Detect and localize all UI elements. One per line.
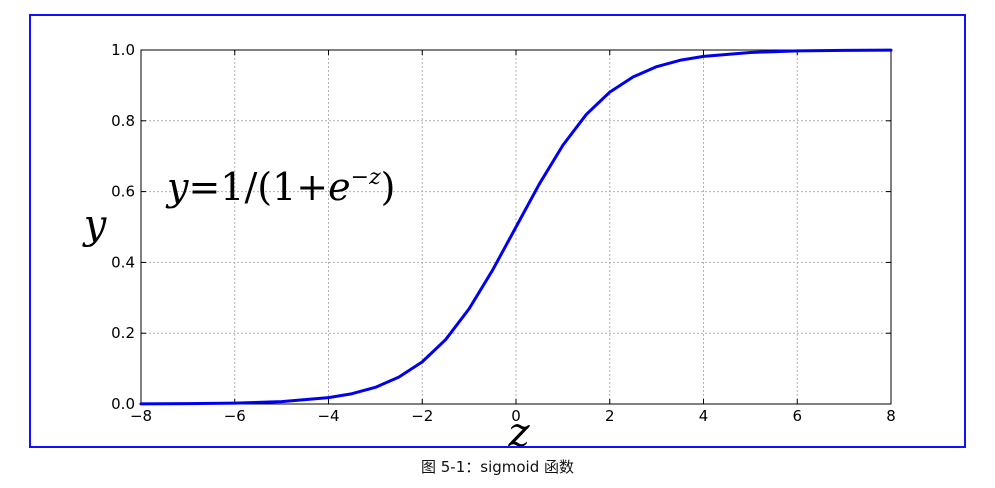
- series-layer: [139, 48, 893, 406]
- formula-close-paren: ): [381, 165, 396, 209]
- y-tick-label: 0.2: [111, 324, 135, 342]
- y-tick-label: 0.4: [111, 253, 135, 271]
- formula-annotation: y=1/(1+e−z): [165, 165, 396, 209]
- x-tick-label: −6: [224, 407, 246, 425]
- formula-exp-var: z: [368, 165, 381, 190]
- y-tick-label: 1.0: [111, 41, 135, 59]
- x-tick-label: −8: [130, 407, 152, 425]
- y-tick-label: 0.0: [111, 395, 135, 413]
- x-tick-label: 2: [605, 407, 615, 425]
- x-tick-label: 0: [511, 407, 521, 425]
- y-axis-label: y: [82, 202, 108, 248]
- figure-caption: 图 5-1：sigmoid 函数: [420, 458, 575, 476]
- x-tick-label: 6: [792, 407, 802, 425]
- formula-base-e: e: [328, 165, 351, 209]
- figure-frame: −8 −6 −4 −2 0 2 4 6 8 0.0 0.2 0.4 0.6 0.8 1.0 y=1/(1+e…: [29, 14, 966, 448]
- formula-exp-sign: −: [351, 165, 369, 190]
- formula-eq-lhs: =1/(1+: [188, 165, 328, 209]
- y-tick-label: 0.6: [111, 183, 135, 201]
- axis-ticks: −8 −6 −4 −2 0 2 4 6 8 0.0 0.2 0.4 0.6 0.8 1.0: [111, 41, 896, 425]
- x-tick-label: −4: [317, 407, 339, 425]
- x-axis-label: z: [507, 410, 530, 446]
- y-tick-label: 0.8: [111, 112, 135, 130]
- sigmoid-chart: −8 −6 −4 −2 0 2 4 6 80.00.20.40.60.81.0 y=1/(1+e…: [82, 41, 896, 446]
- x-tick-label: 8: [886, 407, 896, 425]
- formula-y-var: y: [165, 165, 189, 209]
- x-tick-label: −2: [411, 407, 433, 425]
- x-tick-label: 4: [699, 407, 709, 425]
- sigmoid-curve: [139, 48, 893, 406]
